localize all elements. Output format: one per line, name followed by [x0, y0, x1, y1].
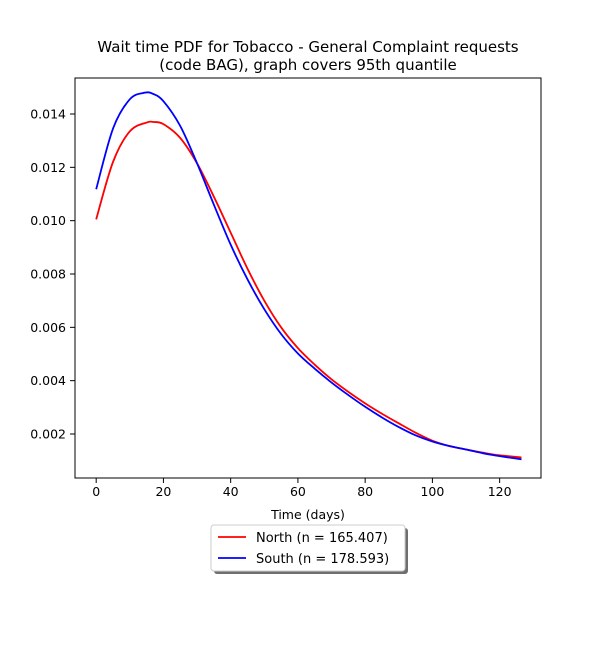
- y-tick-label: 0.014: [30, 107, 66, 122]
- x-tick-label: 40: [223, 484, 239, 499]
- x-axis-label: Time (days): [270, 507, 345, 522]
- x-tick-label: 100: [420, 484, 444, 499]
- x-tick-label: 120: [488, 484, 512, 499]
- legend-label-south: South (n = 178.593): [256, 552, 389, 567]
- y-tick-label: 0.012: [30, 160, 66, 175]
- legend-box: [210, 524, 406, 572]
- y-tick-label: 0.010: [30, 213, 66, 228]
- x-tick-label: 80: [357, 484, 373, 499]
- plot-area: [75, 78, 541, 478]
- series-layer: [95, 91, 522, 461]
- chart-title-line-1: Wait time PDF for Tobacco - General Comp…: [97, 38, 518, 56]
- plot-frame: [74, 77, 542, 479]
- chart-title: Wait time PDF for Tobacco - General Comp…: [97, 38, 518, 74]
- legend: North (n = 165.407) South (n = 178.593): [210, 524, 408, 574]
- legend-label-north: North (n = 165.407): [256, 531, 388, 546]
- x-tick-label: 0: [92, 484, 100, 499]
- y-axis-ticks: 0.002 0.004 0.006 0.008 0.010 0.012 0.014: [30, 107, 75, 442]
- y-tick-label: 0.006: [30, 320, 66, 335]
- y-tick-label: 0.002: [30, 427, 66, 442]
- y-tick-label: 0.004: [30, 373, 66, 388]
- x-axis-ticks: 0 20 40 60 80 100 120: [92, 478, 512, 499]
- series-line-south: [95, 91, 522, 461]
- chart-title-line-2: (code BAG), graph covers 95th quantile: [159, 56, 456, 74]
- y-tick-label: 0.008: [30, 267, 66, 282]
- x-tick-label: 20: [155, 484, 171, 499]
- x-tick-label: 60: [290, 484, 306, 499]
